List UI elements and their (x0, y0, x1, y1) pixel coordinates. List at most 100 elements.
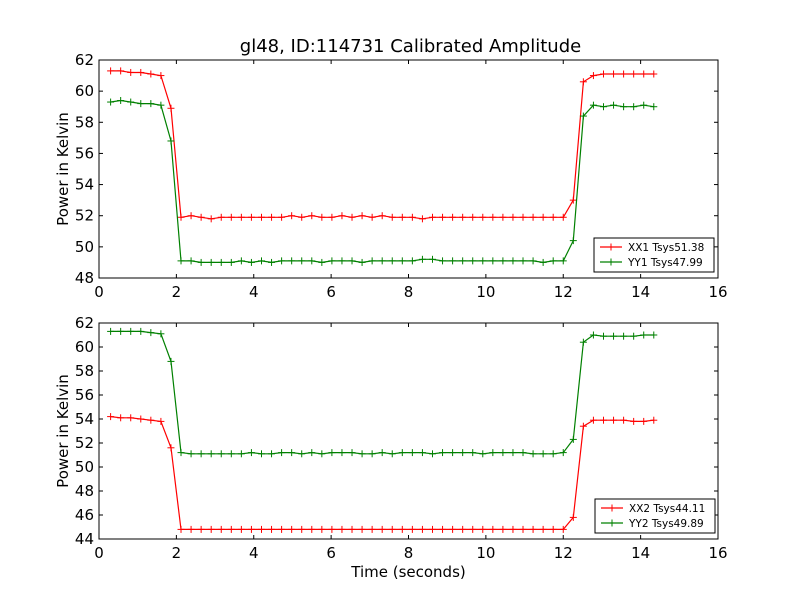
data-point (499, 525, 507, 533)
x-tick-label: 8 (404, 283, 414, 301)
data-point (519, 213, 527, 221)
data-point (650, 331, 658, 339)
data-point (137, 415, 145, 423)
data-point (418, 215, 426, 223)
data-point (257, 525, 265, 533)
y-axis-label: Power in Kelvin (54, 374, 72, 488)
legend-label: YY1 Tsys47.99 (627, 257, 703, 269)
data-point (187, 257, 195, 265)
data-point (217, 525, 225, 533)
data-point (408, 449, 416, 457)
data-point (610, 416, 618, 424)
legend-label: XX1 Tsys51.38 (628, 242, 704, 254)
data-point (469, 257, 477, 265)
data-point (499, 257, 507, 265)
legend-item: YY2 Tsys49.89 (601, 518, 704, 530)
legend-item: YY1 Tsys47.99 (600, 257, 703, 269)
x-tick-label: 16 (708, 283, 727, 301)
data-point (439, 525, 447, 533)
data-point (640, 101, 648, 109)
data-point (610, 101, 618, 109)
data-point (137, 100, 145, 108)
data-point (368, 450, 376, 458)
data-point (599, 103, 607, 111)
data-point (388, 257, 396, 265)
data-point (610, 70, 618, 78)
y-tick-label: 52 (75, 434, 94, 452)
data-point (298, 257, 306, 265)
data-point (207, 215, 215, 223)
data-point (338, 525, 346, 533)
data-point (529, 213, 537, 221)
data-point (348, 449, 356, 457)
data-point (620, 103, 628, 111)
data-point (107, 413, 115, 421)
data-point (177, 525, 185, 533)
data-point (640, 70, 648, 78)
data-point (559, 449, 567, 457)
data-point (519, 449, 527, 457)
data-point (489, 257, 497, 265)
data-point (187, 212, 195, 220)
data-point (469, 525, 477, 533)
y-tick-label: 48 (75, 269, 94, 287)
data-point (278, 257, 286, 265)
data-point (338, 449, 346, 457)
legend-box (593, 237, 715, 273)
data-point (378, 212, 386, 220)
data-point (650, 103, 658, 111)
data-point (439, 257, 447, 265)
data-point (117, 414, 125, 422)
x-tick-label: 8 (404, 544, 414, 562)
data-point (268, 213, 276, 221)
data-point (418, 525, 426, 533)
data-point (579, 422, 587, 430)
data-point (358, 258, 366, 266)
data-point (549, 213, 557, 221)
data-point (640, 331, 648, 339)
data-point (227, 525, 235, 533)
data-point (589, 72, 597, 80)
data-point (388, 450, 396, 458)
data-point (388, 525, 396, 533)
legend-item: XX1 Tsys51.38 (600, 242, 704, 254)
data-point (620, 332, 628, 340)
data-point (227, 450, 235, 458)
data-point (247, 258, 255, 266)
data-point (569, 435, 577, 443)
y-tick-label: 50 (75, 458, 94, 476)
data-point (147, 329, 155, 337)
data-point (579, 112, 587, 120)
x-tick-label: 16 (708, 544, 727, 562)
x-tick-label: 4 (249, 544, 259, 562)
y-tick-label: 46 (75, 506, 94, 524)
data-point (650, 416, 658, 424)
data-point (127, 327, 135, 335)
legend-label: XX2 Tsys44.11 (629, 503, 705, 515)
data-point (509, 257, 517, 265)
y-tick-label: 54 (75, 176, 94, 194)
data-point (479, 450, 487, 458)
top-plot-panel: 0 2 4 6 8 10 12 14 16 48 50 52 54 56 58 60 62 Power in Ke… (54, 51, 728, 301)
data-point (207, 525, 215, 533)
data-point (539, 525, 547, 533)
data-point (187, 450, 195, 458)
data-point (328, 525, 336, 533)
data-point (539, 213, 547, 221)
data-point (589, 331, 597, 339)
data-point (579, 78, 587, 86)
data-point (157, 101, 165, 109)
data-point (338, 257, 346, 265)
data-point (247, 449, 255, 457)
data-point (630, 103, 638, 111)
data-point (489, 449, 497, 457)
x-tick-label: 0 (94, 544, 104, 562)
data-point (298, 450, 306, 458)
data-point (459, 525, 467, 533)
y-tick-label: 62 (75, 314, 94, 332)
data-point (630, 417, 638, 425)
data-point (237, 257, 245, 265)
data-point (479, 257, 487, 265)
x-tick-label: 12 (554, 544, 573, 562)
